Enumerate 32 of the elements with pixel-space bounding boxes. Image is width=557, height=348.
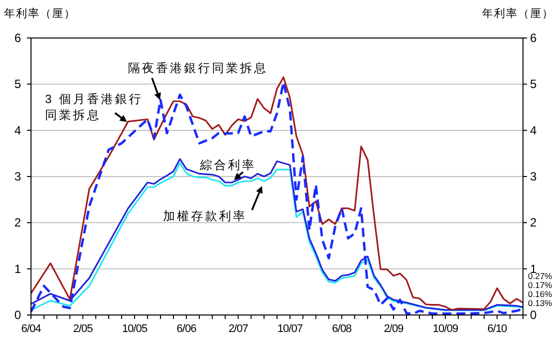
x-tick-label: 6/06 <box>176 323 196 335</box>
y2-tick-label: 0 <box>530 308 537 322</box>
x-tick-label: 2/09 <box>384 323 404 335</box>
y2-tick-label: 5 <box>530 77 537 92</box>
series-label: 加權存款利率 <box>163 209 247 223</box>
y2-tick-label: 2 <box>530 216 537 230</box>
x-tick-label: 2/07 <box>228 323 248 335</box>
x-tick-label: 2/05 <box>73 323 93 335</box>
x-tick-label: 10/07 <box>277 323 303 335</box>
series-label: 3 個月香港銀行同業拆息 <box>45 92 144 122</box>
x-tick-label: 10/05 <box>122 323 148 335</box>
x-tick-label: 6/04 <box>21 323 42 335</box>
y2-tick-label: 6 <box>530 31 537 45</box>
text: 0.16% <box>528 288 553 299</box>
y-axis-title: 年利率（厘） <box>4 7 76 20</box>
y2-tick-label: 3 <box>530 170 537 184</box>
series-label: 隔夜香港銀行同業拆息 <box>128 61 268 75</box>
x-tick-label: 6/08 <box>332 323 352 335</box>
series-label: 綜合利率 <box>199 158 256 172</box>
x-tick-label: 6/10 <box>487 323 508 335</box>
y-tick-label: 5 <box>14 77 22 92</box>
y-tick-label: 1 <box>14 262 22 276</box>
y-tick-label: 2 <box>14 216 22 230</box>
y2-tick-label: 4 <box>530 123 537 138</box>
text: 0.17% <box>528 280 553 290</box>
text: 0.13% <box>528 298 553 308</box>
y2-axis-title: 年利率（厘） <box>482 7 554 20</box>
y-tick-label: 4 <box>14 123 22 138</box>
y-tick-label: 3 <box>14 170 22 184</box>
x-tick-label: 10/09 <box>432 323 458 335</box>
y-tick-label: 6 <box>14 31 22 45</box>
y-tick-label: 0 <box>14 308 22 322</box>
